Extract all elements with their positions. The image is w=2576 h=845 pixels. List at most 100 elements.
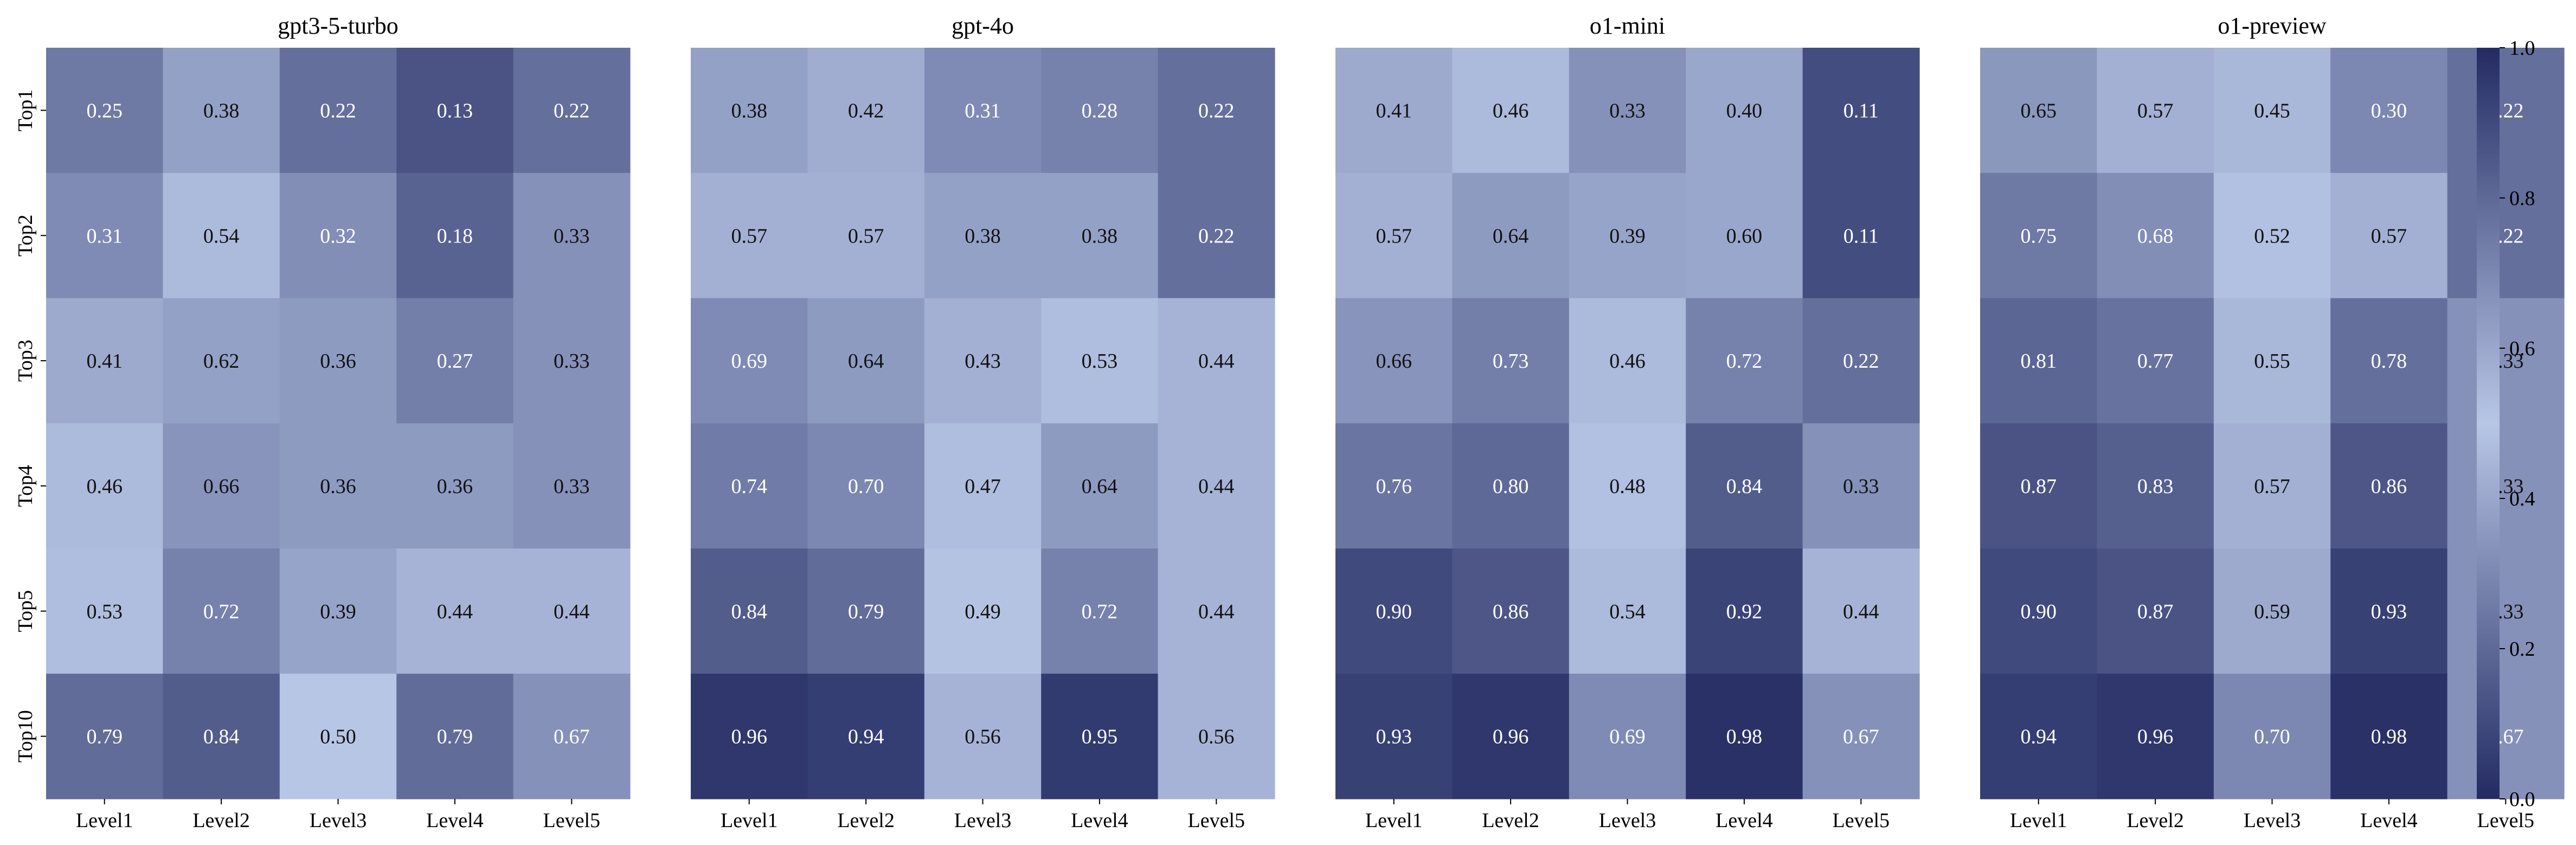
cell-value-label: 0.30 — [2371, 99, 2407, 122]
heatmap-cell — [1041, 172, 1159, 299]
cell-value-label: 0.57 — [2137, 99, 2174, 122]
panel-title: o1-preview — [2218, 12, 2327, 39]
cell-value-label: 0.44 — [1198, 350, 1235, 373]
y-tick-label: Top3 — [14, 340, 37, 382]
cell-value-label: 0.83 — [2137, 475, 2174, 498]
heatmap-cell — [2213, 548, 2331, 674]
cell-value-label: 0.80 — [1493, 475, 1529, 498]
heatmap-cell — [924, 172, 1042, 299]
cell-value-label: 0.22 — [1843, 350, 1879, 373]
x-tick-label: Level5 — [1188, 809, 1245, 832]
heatmap-cell — [1686, 48, 1803, 174]
heatmap-cell — [1980, 298, 2097, 424]
colorbar-tick-label: 0.6 — [2509, 337, 2535, 360]
heatmap-cell — [396, 423, 514, 549]
cell-value-label: 0.33 — [554, 350, 590, 373]
cell-value-label: 0.54 — [1609, 600, 1646, 623]
cell-value-label: 0.39 — [1609, 225, 1646, 247]
heatmap-cell — [2097, 548, 2214, 674]
cell-value-label: 0.94 — [2020, 726, 2057, 748]
heatmap-cell — [1980, 548, 2097, 674]
cell-value-label: 0.13 — [437, 99, 473, 122]
heatmap-cell — [46, 298, 163, 424]
heatmap-cell — [1158, 674, 1275, 799]
x-tick-label: Level5 — [1833, 809, 1890, 832]
x-tick-label: Level1 — [721, 809, 778, 832]
heatmap-cell — [46, 423, 163, 549]
cell-value-label: 0.53 — [1082, 350, 1118, 373]
heatmap-cell — [279, 548, 397, 674]
heatmap-cell — [2447, 674, 2565, 799]
x-tick-label: Level1 — [76, 809, 133, 832]
heatmap-cell — [924, 423, 1042, 549]
cell-value-label: 0.94 — [848, 726, 884, 748]
heatmap-panel-1: gpt3-5-turbo 0.25 0.38 0.22 0.13 0.22 0.31 0.54… — [14, 12, 631, 832]
heatmap-cell — [1041, 298, 1159, 424]
cell-value-label: 0.11 — [1843, 99, 1879, 122]
heatmap-cell — [279, 674, 397, 799]
cell-value-label: 0.18 — [437, 225, 473, 247]
cell-value-label: 0.40 — [1726, 99, 1763, 122]
cell-value-label: 0.57 — [2254, 475, 2290, 498]
cell-value-label: 0.36 — [437, 475, 473, 498]
heatmap-cell — [1335, 674, 1453, 799]
heatmap-cell — [691, 548, 808, 674]
cell-value-label: 0.33 — [1843, 475, 1879, 498]
heatmap-cell — [396, 172, 514, 299]
heatmap-cell — [2097, 298, 2214, 424]
cell-value-label: 0.93 — [2371, 600, 2407, 623]
x-tick-label: Level4 — [1071, 809, 1128, 832]
heatmap-cell — [279, 423, 397, 549]
heatmap-cell — [2330, 674, 2448, 799]
cell-value-label: 0.41 — [1376, 99, 1412, 122]
colorbar-tick-label: 0.4 — [2509, 488, 2535, 510]
cell-value-label: 0.67 — [1843, 726, 1879, 748]
cell-value-label: 0.27 — [437, 350, 473, 373]
cell-value-label: 0.72 — [203, 600, 240, 623]
heatmap-cell — [1802, 423, 1920, 549]
cell-value-label: 0.64 — [1082, 475, 1118, 498]
cell-value-label: 0.52 — [2254, 225, 2290, 247]
cell-value-label: 0.66 — [1376, 350, 1412, 373]
heatmap-cell — [2213, 172, 2331, 299]
cell-value-label: 0.69 — [1609, 726, 1646, 748]
cell-value-label: 0.87 — [2020, 475, 2057, 498]
cell-value-label: 0.42 — [848, 99, 884, 122]
heatmap-cell — [1980, 423, 2097, 549]
cell-value-label: 0.59 — [2254, 600, 2290, 623]
heatmap-cell — [807, 423, 925, 549]
heatmap-cell — [691, 48, 808, 174]
cell-value-label: 0.65 — [2020, 99, 2057, 122]
colorbar-gradient — [2477, 48, 2500, 799]
heatmap-cell — [1335, 172, 1453, 299]
heatmap-cell — [163, 298, 280, 424]
heatmap-cell — [513, 172, 631, 299]
heatmap-cell — [1158, 172, 1275, 299]
cell-value-label: 0.53 — [86, 600, 123, 623]
heatmap-cell — [1041, 548, 1159, 674]
colorbar-tick-label: 0.2 — [2509, 638, 2535, 661]
cell-value-label: 0.46 — [1609, 350, 1646, 373]
colorbar-tick-label: 0.0 — [2509, 788, 2535, 811]
cell-value-label: 0.57 — [731, 225, 767, 247]
heatmap-cell — [2097, 423, 2214, 549]
heatmap-cell — [396, 674, 514, 799]
cell-value-label: 0.84 — [1726, 475, 1763, 498]
cell-value-label: 0.49 — [965, 600, 1001, 623]
x-tick-label: Level5 — [2477, 809, 2535, 832]
x-tick-label: Level4 — [426, 809, 484, 832]
heatmap-cell — [1686, 172, 1803, 299]
heatmap-cell — [2213, 48, 2331, 174]
cell-value-label: 0.75 — [2020, 225, 2057, 247]
cell-value-label: 0.72 — [1726, 350, 1763, 373]
y-tick-label: Top5 — [14, 590, 37, 632]
cell-value-label: 0.11 — [1843, 225, 1879, 247]
heatmap-cell — [691, 674, 808, 799]
cell-value-label: 0.57 — [2371, 225, 2407, 247]
cell-value-label: 0.46 — [86, 475, 123, 498]
heatmap-cell — [1686, 298, 1803, 424]
cell-value-label: 0.96 — [2137, 726, 2174, 748]
x-tick-label: Level1 — [2010, 809, 2067, 832]
y-tick-label: Top1 — [14, 89, 37, 132]
heatmap-cell — [2447, 298, 2565, 424]
